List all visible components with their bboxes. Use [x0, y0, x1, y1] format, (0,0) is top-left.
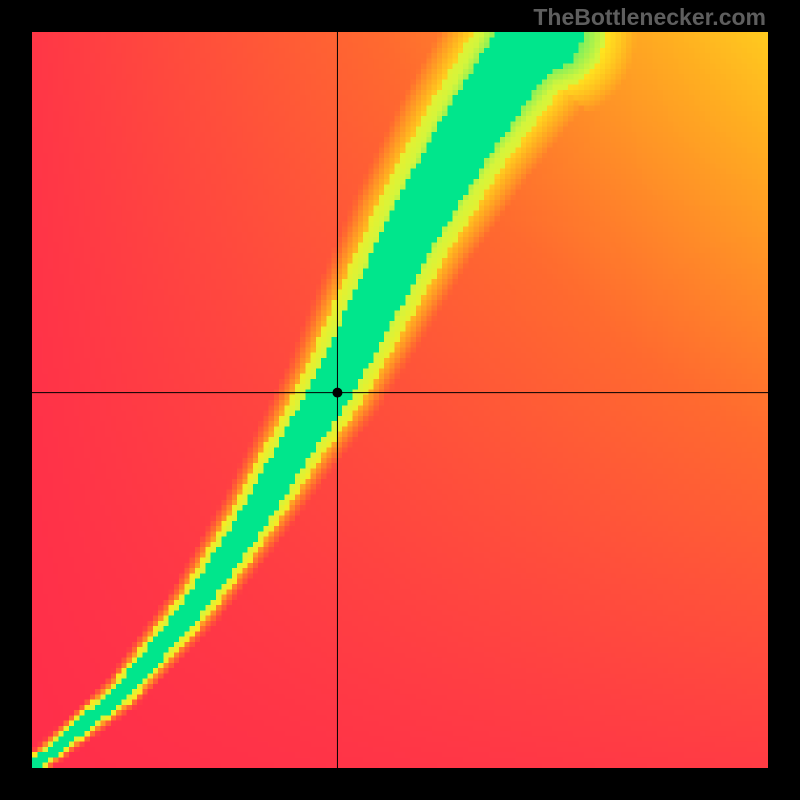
crosshair-overlay	[0, 0, 800, 800]
watermark-label: TheBottlenecker.com	[533, 4, 766, 31]
crosshair-dot	[332, 388, 342, 398]
